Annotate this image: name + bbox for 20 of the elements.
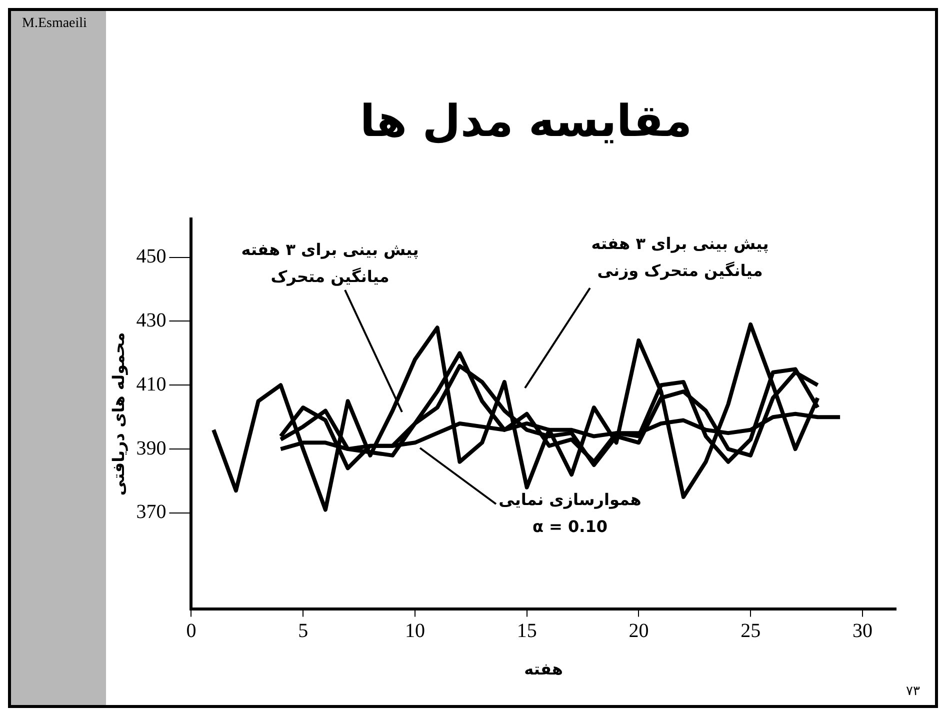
x-tick-label: 5 [298, 620, 308, 642]
text: M.Esmaeili [22, 16, 87, 32]
annotation: هموارسازی نمایی α = 0.10 [498, 489, 642, 538]
text: ۷۳ [906, 684, 920, 699]
x-tick-label: 10 [404, 620, 425, 642]
chart-title: مقایسه مدل ها [359, 96, 693, 147]
y-tick-label: 390 [136, 437, 166, 460]
y-tick-label: 450 [136, 246, 166, 268]
x-axis-title: هفته [524, 660, 564, 679]
y-tick-label: 410 [136, 373, 166, 396]
y-axis-title: محموله های دریافتی [108, 332, 128, 496]
x-tick-label: 20 [628, 620, 649, 642]
annotation: پیش بینی برای ۳ هفته میانگین متحرک وزنی [591, 233, 769, 282]
y-tick-label: 370 [136, 501, 166, 524]
y-tick-label: 430 [136, 309, 166, 332]
x-tick-label: 0 [186, 620, 196, 642]
x-tick-label: 30 [852, 620, 872, 642]
annotation: پیش بینی برای ۳ هفته میانگین متحرک [241, 239, 419, 288]
x-tick-label: 15 [516, 620, 537, 642]
x-tick-label: 25 [740, 620, 761, 642]
